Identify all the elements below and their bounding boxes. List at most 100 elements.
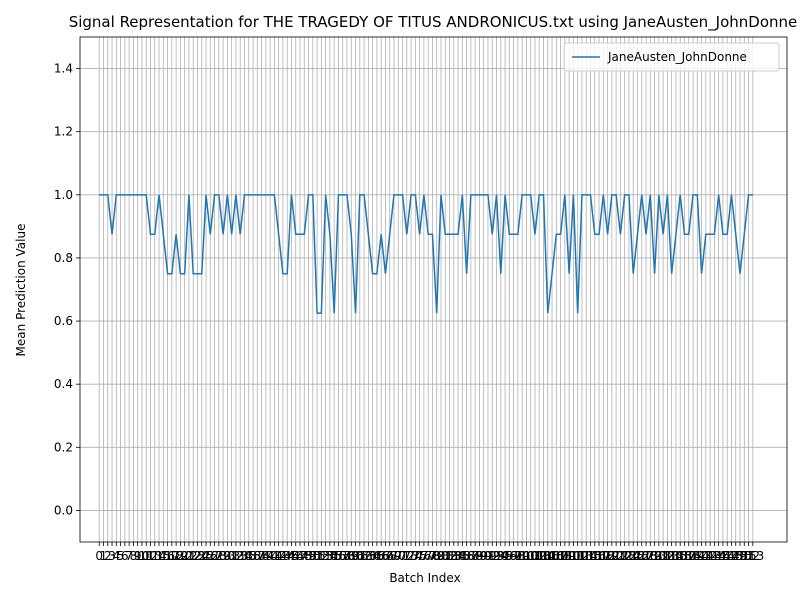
x-tick-label: 151 <box>733 549 756 563</box>
x-tick-label: 82 <box>442 549 457 563</box>
x-tick-label: 18 <box>168 549 183 563</box>
x-tick-label: 125 <box>622 549 645 563</box>
x-tick-label: 9 <box>134 549 142 563</box>
x-tick-label: 39 <box>258 549 273 563</box>
x-tick-label: 104 <box>532 549 555 563</box>
x-tick-label: 116 <box>583 549 606 563</box>
x-tick-label: 29 <box>215 549 230 563</box>
x-tick-label: 6 <box>121 549 129 563</box>
x-tick-label: 38 <box>254 549 269 563</box>
x-tick-label: 129 <box>639 549 662 563</box>
x-tick-label: 111 <box>562 549 585 563</box>
x-tick-label: 58 <box>339 549 354 563</box>
x-tick-label: 138 <box>677 549 700 563</box>
x-tick-label: 80 <box>433 549 448 563</box>
x-tick-label: 19 <box>173 549 188 563</box>
x-tick-label: 152 <box>737 549 760 563</box>
x-tick-label: 35 <box>241 549 256 563</box>
y-tick-label: 1.4 <box>54 62 73 76</box>
x-tick-label: 128 <box>635 549 658 563</box>
x-tick-label: 22 <box>186 549 201 563</box>
x-tick-label: 5 <box>117 549 125 563</box>
x-tick-label: 28 <box>211 549 226 563</box>
x-tick-label: 85 <box>455 549 470 563</box>
x-tick-label: 124 <box>617 549 640 563</box>
x-tick-label: 95 <box>497 549 512 563</box>
x-tick-label: 92 <box>485 549 500 563</box>
x-tick-label: 148 <box>720 549 743 563</box>
x-tick-label: 79 <box>429 549 444 563</box>
x-tick-label: 117 <box>588 549 611 563</box>
x-tick-label: 99 <box>515 549 530 563</box>
x-tick-label: 100 <box>515 549 538 563</box>
x-tick-label: 73 <box>403 549 418 563</box>
x-tick-label: 78 <box>425 549 440 563</box>
x-tick-label: 118 <box>592 549 615 563</box>
x-tick-label: 43 <box>275 549 290 563</box>
x-tick-label: 25 <box>198 549 213 563</box>
x-tick-label: 23 <box>190 549 205 563</box>
x-tick-label: 14 <box>151 549 166 563</box>
x-tick-label: 134 <box>660 549 683 563</box>
y-axis-label: Mean Prediction Value <box>14 224 28 357</box>
x-tick-label: 36 <box>245 549 260 563</box>
x-tick-label: 8 <box>130 549 138 563</box>
x-tick-label: 71 <box>395 549 410 563</box>
x-tick-label: 40 <box>262 549 277 563</box>
x-tick-label: 108 <box>549 549 572 563</box>
x-tick-label: 55 <box>327 549 342 563</box>
x-tick-label: 109 <box>553 549 576 563</box>
x-tick-label: 149 <box>724 549 747 563</box>
y-tick-label: 0.4 <box>54 377 73 391</box>
y-tick-label: 0.0 <box>54 503 73 517</box>
x-tick-label: 3 <box>108 549 116 563</box>
x-tick-label: 130 <box>643 549 666 563</box>
x-tick-label: 107 <box>545 549 568 563</box>
x-tick-label: 140 <box>686 549 709 563</box>
x-tick-label: 68 <box>382 549 397 563</box>
x-tick-label: 115 <box>579 549 602 563</box>
x-tick-label: 32 <box>228 549 243 563</box>
x-tick-label: 86 <box>459 549 474 563</box>
x-tick-label: 96 <box>502 549 517 563</box>
x-tick-label: 51 <box>309 549 324 563</box>
x-tick-label: 7 <box>125 549 133 563</box>
chart-title: Signal Representation for THE TRAGEDY OF… <box>69 13 798 32</box>
x-tick-label: 65 <box>369 549 384 563</box>
x-tick-label: 13 <box>147 549 162 563</box>
x-tick-label: 16 <box>160 549 175 563</box>
x-tick-label: 83 <box>446 549 461 563</box>
x-tick-label: 21 <box>181 549 196 563</box>
y-tick-label: 1.2 <box>54 125 73 139</box>
x-tick-label: 133 <box>656 549 679 563</box>
x-tick-label: 15 <box>156 549 171 563</box>
x-tick-label: 93 <box>489 549 504 563</box>
x-tick-label: 44 <box>280 549 295 563</box>
x-tick-label: 59 <box>344 549 359 563</box>
x-tick-label: 11 <box>139 549 154 563</box>
x-tick-label: 60 <box>348 549 363 563</box>
x-tick-label: 110 <box>558 549 581 563</box>
x-tick-label: 30 <box>220 549 235 563</box>
x-tick-label: 119 <box>596 549 619 563</box>
x-tick-label: 101 <box>519 549 542 563</box>
x-tick-label: 153 <box>741 549 764 563</box>
x-tick-label: 54 <box>322 549 337 563</box>
x-tick-label: 27 <box>207 549 222 563</box>
x-tick-label: 62 <box>356 549 371 563</box>
x-tick-label: 45 <box>284 549 299 563</box>
x-tick-label: 75 <box>412 549 427 563</box>
x-tick-label: 26 <box>203 549 218 563</box>
legend-label: JaneAusten_JohnDonne <box>607 50 747 64</box>
x-tick-label: 146 <box>711 549 734 563</box>
x-tick-label: 139 <box>682 549 705 563</box>
x-tick-label: 131 <box>647 549 670 563</box>
x-tick-label: 70 <box>391 549 406 563</box>
x-tick-label: 105 <box>536 549 559 563</box>
x-tick-label: 1 <box>100 549 108 563</box>
y-tick-label: 0.2 <box>54 440 73 454</box>
x-tick-label: 147 <box>716 549 739 563</box>
data-line <box>99 194 753 314</box>
